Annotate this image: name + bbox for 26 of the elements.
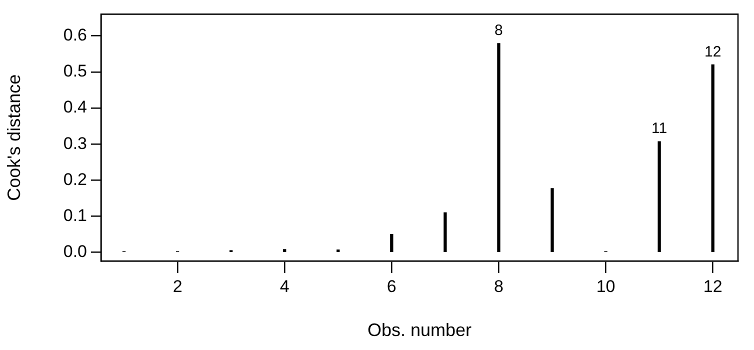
bar [497, 43, 500, 252]
y-tick-label: 0.5 [63, 62, 87, 81]
x-tick-label: 4 [280, 276, 290, 296]
y-tick-label: 0.0 [63, 242, 87, 262]
bar [444, 212, 447, 252]
bar [336, 249, 340, 252]
x-tick-label: 10 [596, 276, 616, 296]
bar [711, 64, 714, 252]
y-axis-title: Cook's distance [4, 74, 24, 201]
x-tick-label: 8 [494, 276, 504, 296]
y-tick-label: 0.4 [63, 98, 87, 117]
y-tick-label: 0.6 [63, 26, 87, 45]
y-tick-label: 0.1 [63, 206, 87, 225]
y-tick-label: 0.3 [63, 134, 87, 153]
bar [283, 249, 286, 252]
annotation: 8 [494, 22, 503, 40]
x-tick-label: 12 [703, 276, 722, 296]
bar [390, 234, 394, 252]
x-tick-label: 2 [172, 276, 182, 296]
bar [550, 188, 554, 252]
y-tick-label: 0.2 [63, 170, 87, 189]
annotation: 12 [704, 43, 722, 60]
bar [658, 141, 661, 252]
x-axis-title: Obs. number [367, 320, 472, 340]
x-tick-label: 6 [386, 276, 396, 296]
annotation: 11 [652, 120, 668, 138]
